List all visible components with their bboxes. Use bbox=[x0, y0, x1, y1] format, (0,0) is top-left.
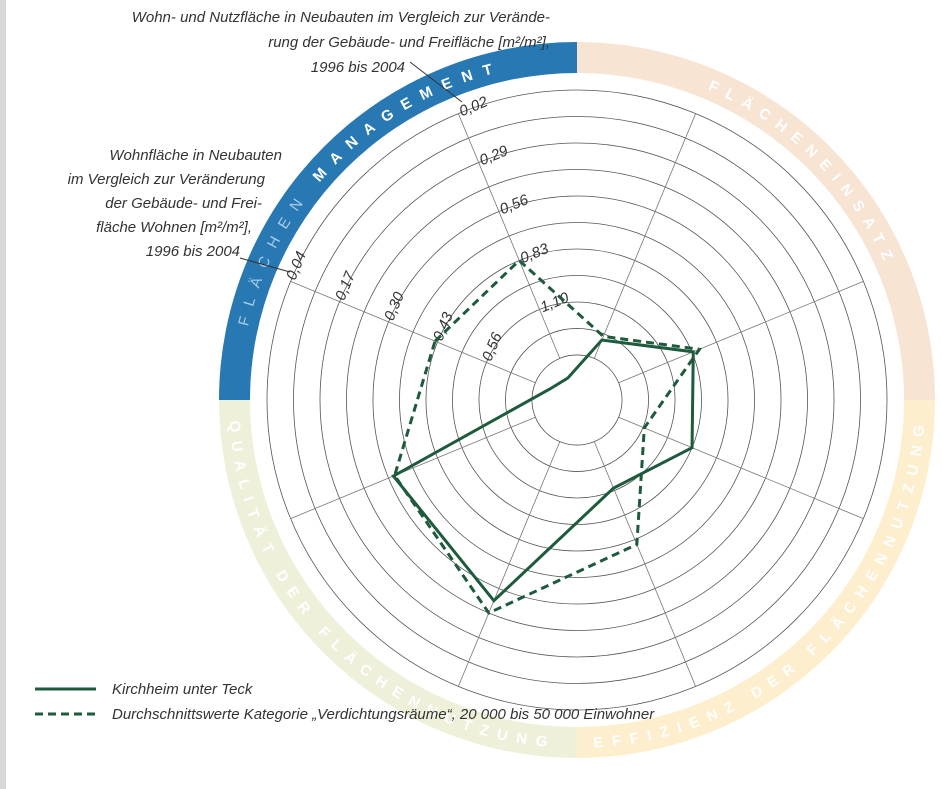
spoke bbox=[457, 113, 561, 359]
spoke bbox=[593, 441, 697, 687]
annotation: rung der Gebäude- und Freifläche [m²/m²]… bbox=[268, 34, 550, 51]
grid-ring bbox=[425, 248, 729, 552]
legend-label: Durchschnittswerte Kategorie „Verdichtun… bbox=[112, 706, 655, 723]
grid-ring bbox=[399, 222, 755, 578]
annotation: 1996 bis 2004 bbox=[146, 243, 240, 260]
leader-line bbox=[239, 257, 291, 273]
series-line bbox=[391, 338, 695, 603]
legend: Kirchheim unter Teck Durchschnittswerte … bbox=[35, 681, 655, 723]
spoke bbox=[593, 113, 697, 359]
spoke bbox=[618, 416, 864, 520]
spoke bbox=[290, 280, 536, 384]
leader-line bbox=[409, 61, 463, 103]
annotation: fläche Wohnen [m²/m²], bbox=[96, 219, 252, 236]
segment-band bbox=[219, 42, 577, 400]
grid-ring bbox=[372, 195, 782, 605]
grid-ring bbox=[319, 142, 835, 658]
legend-label: Kirchheim unter Teck bbox=[112, 681, 254, 698]
segment-band bbox=[577, 400, 935, 758]
grid-ring bbox=[266, 89, 888, 711]
segment-band bbox=[219, 400, 577, 758]
spoke bbox=[457, 441, 561, 687]
series-line bbox=[392, 258, 703, 615]
annotation: der Gebäude- und Frei- bbox=[105, 195, 262, 212]
segment-band bbox=[577, 42, 935, 400]
spoke bbox=[290, 416, 536, 520]
annotation: Wohnfläche in Neubauten bbox=[109, 147, 282, 164]
annotation: 1996 bis 2004 bbox=[311, 59, 405, 76]
grid-ring bbox=[505, 328, 649, 472]
annotation: im Vergleich zur Veränderung bbox=[68, 171, 266, 188]
grid-ring bbox=[346, 169, 808, 631]
page-edge bbox=[0, 0, 6, 789]
grid-ring bbox=[478, 301, 676, 499]
grid-ring bbox=[293, 116, 861, 684]
annotation: Wohn- und Nutzfläche in Neubauten im Ver… bbox=[132, 9, 550, 26]
spoke bbox=[618, 280, 864, 384]
